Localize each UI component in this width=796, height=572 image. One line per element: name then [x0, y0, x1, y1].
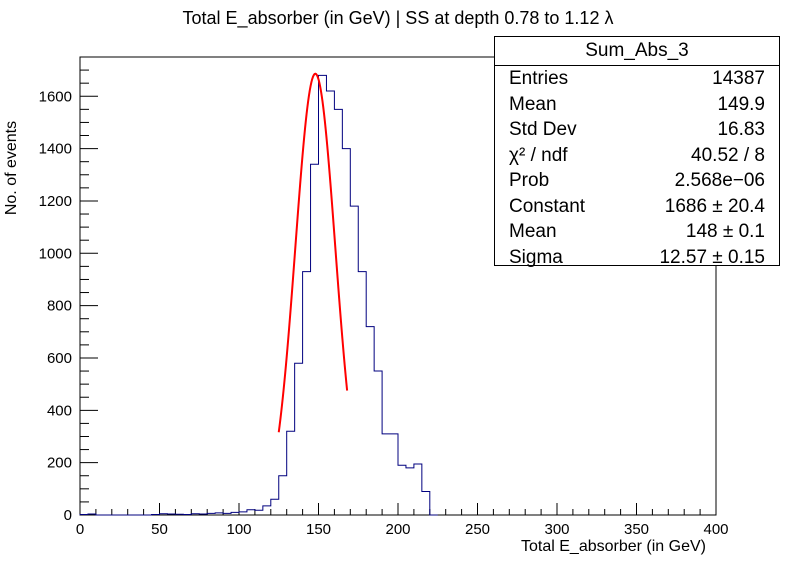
histogram-bin [255, 510, 263, 515]
histogram-bin [390, 434, 398, 515]
stats-label: Prob [509, 170, 550, 191]
stats-row: Prob 2.568e−06 [495, 168, 779, 194]
x-axis-label: Total E_absorber (in GeV) [521, 538, 706, 555]
stats-label: Sigma [509, 246, 563, 268]
stats-box: Sum_Abs_3 Entries 14387 Mean 149.9 Std Dev 16… [494, 36, 780, 268]
histogram-bin [271, 499, 279, 515]
stats-label: Mean [509, 93, 557, 115]
histogram-bin [342, 149, 350, 515]
histogram-bin [414, 464, 422, 515]
stats-value: 14387 [712, 68, 765, 89]
stats-label: χ² / ndf [509, 144, 568, 166]
stats-value: 149.9 [717, 93, 765, 115]
x-tick-label: 150 [306, 521, 331, 538]
histogram-bin [279, 476, 287, 515]
histogram-bin [406, 468, 414, 515]
histogram-bin [366, 327, 374, 515]
y-tick-label: 1400 [39, 141, 72, 158]
stats-row: Mean 148 ± 0.1 [495, 219, 779, 245]
stats-box-title: Sum_Abs_3 [495, 37, 779, 66]
histogram-bin [295, 363, 303, 515]
histogram-bin [263, 506, 271, 515]
y-tick-label: 600 [47, 350, 72, 367]
histogram-bin [358, 272, 366, 515]
stats-row: Mean 149.9 [495, 92, 779, 118]
stats-value: 148 ± 0.1 [685, 221, 765, 242]
y-tick-label: 400 [47, 402, 72, 419]
stats-label: Constant [509, 195, 586, 217]
x-tick-label: 0 [76, 521, 84, 538]
y-tick-label: 0 [64, 507, 72, 524]
x-tick-label: 400 [703, 521, 728, 538]
histogram-bin [319, 75, 327, 515]
y-tick-label: 800 [47, 298, 72, 315]
stats-row: χ² / ndf 40.52 / 8 [495, 143, 779, 169]
stats-row: Sigma 12.57 ± 0.15 [495, 245, 779, 271]
histogram-bin [374, 371, 382, 515]
x-tick-label: 200 [385, 521, 410, 538]
stats-value: 1686 ± 20.4 [664, 195, 765, 217]
x-tick-label: 300 [544, 521, 569, 538]
histogram-bin [303, 272, 311, 515]
x-tick-label: 250 [465, 521, 490, 538]
chart-title: Total E_absorber (in GeV) | SS at depth … [182, 8, 614, 28]
stats-row: Entries 14387 [495, 66, 779, 92]
histogram-bin [398, 465, 406, 515]
stats-value: 16.83 [717, 119, 765, 140]
stats-value: 40.52 / 8 [691, 144, 765, 166]
stats-row: Constant 1686 ± 20.4 [495, 194, 779, 220]
histogram-outline [79, 74, 438, 516]
histogram-bin [247, 510, 255, 515]
stats-row: Std Dev 16.83 [495, 117, 779, 143]
y-tick-label: 1200 [39, 193, 72, 210]
stats-label: Mean [509, 221, 557, 242]
stats-value: 12.57 ± 0.15 [659, 246, 765, 268]
histogram-bin [422, 491, 430, 515]
stats-label: Std Dev [509, 119, 577, 140]
x-tick-label: 350 [624, 521, 649, 538]
histogram-bin [350, 206, 358, 515]
histogram-bin [287, 431, 295, 515]
stats-rows: Entries 14387 Mean 149.9 Std Dev 16.83 χ² / nd… [495, 66, 779, 270]
histogram-bin [311, 164, 319, 515]
x-tick-label: 50 [151, 521, 168, 538]
x-tick-label: 100 [226, 521, 251, 538]
histogram-bin [382, 434, 390, 515]
stats-label: Entries [509, 68, 569, 89]
y-tick-label: 1000 [39, 245, 72, 262]
gaussian-fit-curve [277, 72, 349, 433]
stats-value: 2.568e−06 [674, 170, 765, 191]
y-tick-label: 200 [47, 455, 72, 472]
y-tick-label: 1600 [39, 88, 72, 105]
